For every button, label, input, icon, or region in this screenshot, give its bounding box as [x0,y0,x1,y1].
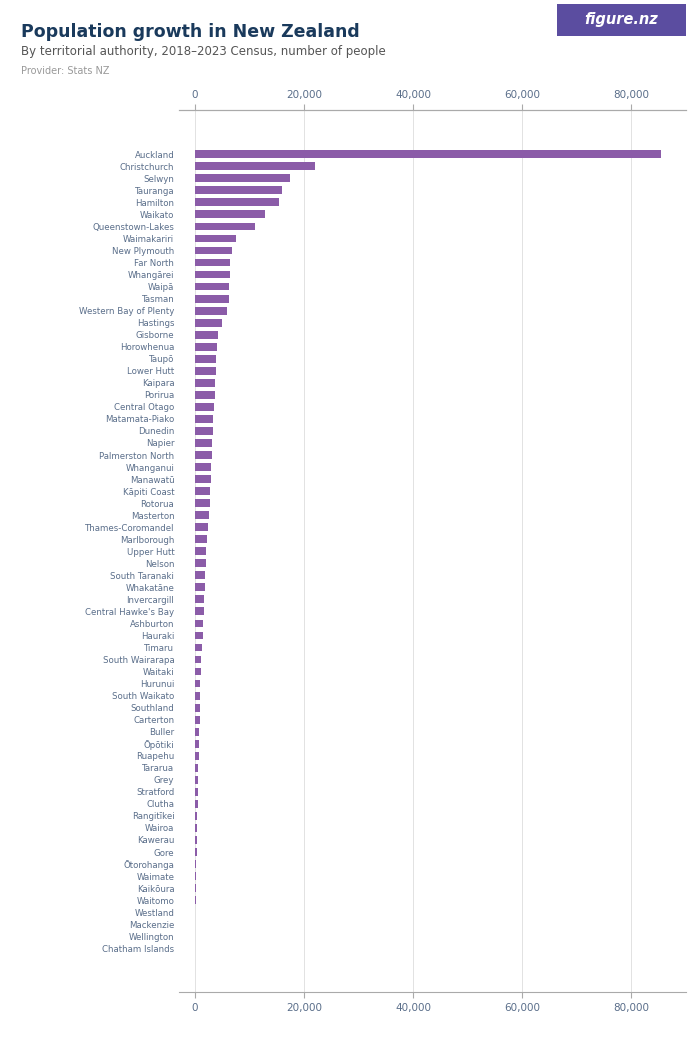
Bar [195,644,202,651]
Bar [195,668,201,675]
Bar [195,716,200,723]
Bar [195,608,204,615]
Bar [195,343,217,351]
Bar [195,595,204,604]
Bar [195,824,197,832]
Bar [195,860,196,868]
Bar [195,210,265,218]
Bar [195,692,200,699]
Bar [195,331,218,338]
Bar [195,463,211,471]
Bar [195,571,205,580]
Bar [195,391,214,399]
Bar [195,776,198,783]
Bar [195,295,229,302]
Bar [195,271,230,278]
Bar [195,523,208,531]
Bar [195,511,209,519]
Bar [195,848,197,856]
Bar [195,655,202,664]
Bar [195,740,199,748]
Bar [195,704,200,712]
Bar [195,547,206,555]
Bar [195,379,215,386]
Bar [195,728,200,736]
Bar [195,282,230,291]
Bar [195,415,214,423]
Bar [195,403,214,411]
Bar [195,836,197,844]
Bar [195,452,212,459]
Bar [195,198,279,206]
Text: Provider: Stats NZ: Provider: Stats NZ [21,66,109,77]
Bar [195,752,199,759]
Bar [195,620,203,627]
Bar [195,355,216,362]
Bar [195,487,210,495]
Bar [195,258,230,267]
Bar [195,536,207,543]
Bar [195,174,290,183]
Bar [195,307,227,315]
Bar [195,319,222,327]
Bar [195,800,197,807]
Bar [195,234,236,243]
Bar [195,788,198,796]
Bar [195,163,315,170]
Text: By territorial authority, 2018–2023 Census, number of people: By territorial authority, 2018–2023 Cens… [21,45,386,58]
Bar [195,499,209,507]
Bar [195,812,197,820]
Bar [195,631,202,639]
Bar [195,884,196,892]
Bar [195,764,198,772]
Bar [195,679,200,688]
Bar [195,223,255,230]
Bar [195,427,213,435]
Bar [195,187,282,194]
Bar [195,150,662,159]
Bar [195,366,216,375]
Bar [195,439,212,447]
Bar [195,873,196,880]
Text: figure.nz: figure.nz [584,13,658,27]
Bar [195,584,204,591]
Bar [195,560,206,567]
Text: Population growth in New Zealand: Population growth in New Zealand [21,23,360,41]
Bar [195,247,232,254]
Bar [195,476,211,483]
